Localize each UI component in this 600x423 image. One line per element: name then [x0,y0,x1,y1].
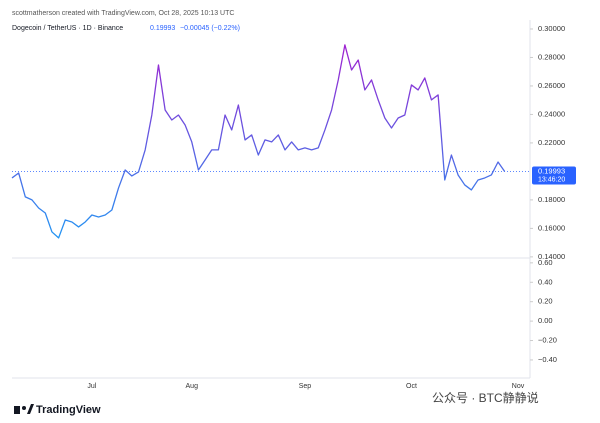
last-price-header: 0.19993 [150,25,175,32]
x-tick-label: Oct [406,383,417,390]
y-tick-label: 0.22000 [538,138,565,147]
price-tag-value: 0.19993 [538,166,565,175]
logo-slash [27,404,34,414]
change: −0.00045 (−0.22%) [180,25,240,32]
y2-tick-label: 0.20 [538,297,553,306]
y-tick-label: 0.28000 [538,52,565,61]
logo-bar [14,406,20,414]
price-line [11,44,506,239]
y2-tick-label: 0.60 [538,258,553,267]
chart-title: Dogecoin / TetherUS · 1D · Binance [12,25,123,32]
brand: TradingView [14,404,101,416]
brand-name: TradingView [36,404,101,416]
y-tick-label: 0.26000 [538,81,565,90]
x-tick-label: Nov [512,383,525,390]
x-tick-label: Sep [299,383,312,390]
y2-tick-label: 0.00 [538,316,553,325]
y-tick-label: 0.30000 [538,24,565,33]
x-tick-label: Aug [186,383,199,390]
watermark: 公众号 · BTC静静说 [432,390,539,405]
y2-tick-label: −0.40 [538,355,557,364]
x-tick-label: Jul [87,383,96,390]
y2-tick-label: −0.20 [538,336,557,345]
logo-dot [22,406,26,410]
y-tick-label: 0.14000 [538,252,565,261]
y-tick-label: 0.16000 [538,223,565,232]
price-tag [532,166,576,185]
y-tick-label: 0.18000 [538,195,565,204]
header: scottmatherson created with TradingView.… [12,10,234,17]
y2-tick-label: 0.40 [538,277,553,286]
y-tick-label: 0.24000 [538,109,565,118]
price-tag-timer: 13:46:20 [538,176,565,183]
